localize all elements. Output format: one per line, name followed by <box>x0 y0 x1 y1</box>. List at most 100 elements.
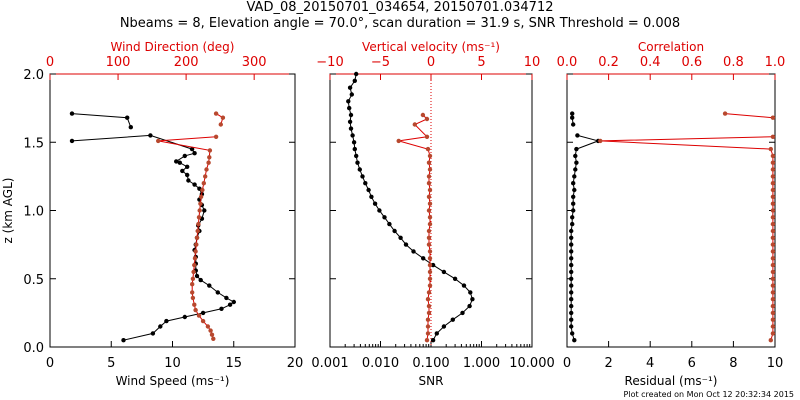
x-axis-title-top: Wind Direction (deg) <box>111 40 235 54</box>
figure-title: VAD_08_20150701_034654, 20150701.034712 <box>246 0 554 15</box>
data-point <box>424 134 430 139</box>
x-tick-label-top: 200 <box>174 55 199 70</box>
x-tick-label-top: 0.4 <box>640 55 661 70</box>
figure-subtitle: Nbeams = 8, Elevation angle = 70.0°, sca… <box>119 16 681 31</box>
data-point <box>768 146 773 152</box>
data-point <box>571 194 576 199</box>
data-point <box>770 283 776 288</box>
data-point <box>189 146 195 152</box>
data-point <box>575 133 580 138</box>
data-point <box>193 249 198 254</box>
x-tick-label-top: 0.2 <box>598 55 619 70</box>
data-point <box>392 228 397 234</box>
data-point <box>164 318 169 324</box>
x-tick-label-top: 1.0 <box>765 55 786 70</box>
data-point <box>349 92 354 97</box>
data-point <box>452 276 458 281</box>
data-point <box>571 181 576 186</box>
x-tick-label-bottom: 20 <box>287 356 304 371</box>
data-point <box>572 187 577 193</box>
x-tick-label-bottom: 8 <box>729 356 737 371</box>
data-point <box>770 201 776 206</box>
data-point <box>182 314 187 320</box>
data-point <box>426 242 432 247</box>
data-point <box>430 262 436 268</box>
data-point <box>69 111 75 116</box>
data-point <box>213 111 219 116</box>
data-point <box>219 306 224 311</box>
data-point <box>573 153 578 159</box>
data-point <box>770 187 776 193</box>
data-point <box>770 134 776 139</box>
x-tick-label-top: 0 <box>46 55 54 70</box>
data-point <box>193 307 198 313</box>
data-point <box>346 99 351 104</box>
data-point <box>770 290 776 295</box>
data-point <box>427 262 433 268</box>
data-point <box>196 221 201 227</box>
data-point <box>403 242 409 247</box>
x-tick-label-bottom: 0.001 <box>311 356 348 371</box>
data-point <box>770 153 776 159</box>
x-tick-label-top: −5 <box>371 55 390 70</box>
data-point <box>427 167 433 172</box>
data-point <box>207 155 212 160</box>
x-tick-label-bottom: 0 <box>563 356 571 371</box>
x-tick-label-bottom: 0.010 <box>362 356 399 371</box>
y-tick-label: 2.0 <box>23 68 44 83</box>
series-line <box>71 113 132 128</box>
series-line <box>71 134 235 341</box>
data-point <box>351 140 357 145</box>
x-tick-label-top: 300 <box>242 55 267 70</box>
data-point <box>218 122 223 127</box>
x-tick-label-bottom: 4 <box>646 356 654 371</box>
data-point <box>425 146 431 152</box>
data-point <box>569 256 574 261</box>
data-point <box>430 338 436 343</box>
data-point <box>207 148 213 153</box>
data-point <box>412 122 417 127</box>
data-point <box>205 324 211 329</box>
data-point <box>192 182 197 187</box>
series-line <box>725 113 773 119</box>
data-point <box>158 324 163 329</box>
data-point <box>197 208 202 213</box>
x-axis-title-top: Vertical velocity (ms⁻¹) <box>362 40 500 54</box>
data-point <box>192 262 197 268</box>
data-point <box>424 338 430 343</box>
data-point <box>348 112 354 118</box>
y-tick-label: 1.0 <box>23 205 44 220</box>
data-point <box>209 332 215 337</box>
data-point <box>347 85 353 90</box>
data-point <box>427 276 433 281</box>
data-point <box>572 338 577 343</box>
data-point <box>426 160 432 165</box>
data-point <box>411 249 416 254</box>
x-axis-title-top: Correlation <box>638 40 704 54</box>
data-point <box>363 181 368 186</box>
data-point <box>369 194 374 199</box>
data-point <box>426 290 432 295</box>
data-point <box>569 317 574 322</box>
series-residual <box>569 133 601 343</box>
data-point <box>770 181 776 186</box>
data-point <box>69 138 75 144</box>
series-line <box>600 136 774 341</box>
data-point <box>427 249 433 254</box>
data-point <box>770 215 776 220</box>
data-point <box>426 208 432 213</box>
data-point <box>571 208 576 213</box>
data-point <box>425 324 431 329</box>
x-tick-label-bottom: 2 <box>604 356 612 371</box>
data-point <box>150 331 156 336</box>
data-point <box>387 221 392 227</box>
data-point <box>770 331 776 336</box>
data-point <box>570 331 575 336</box>
data-point <box>427 153 433 159</box>
data-point <box>204 167 209 172</box>
data-point <box>200 318 206 324</box>
data-point <box>360 174 365 179</box>
data-point <box>427 215 433 220</box>
